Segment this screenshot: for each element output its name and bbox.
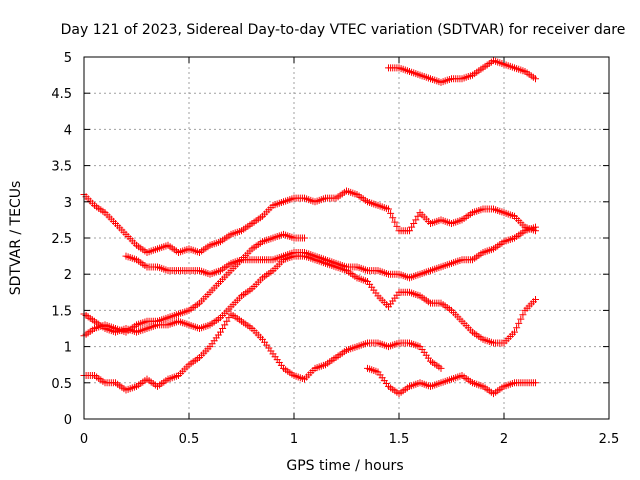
y-tick-label: 2.5: [51, 232, 72, 247]
data-point: [532, 75, 539, 83]
x-tick-label: 0: [80, 432, 88, 447]
data-point: [217, 328, 224, 336]
data-point: [513, 324, 521, 332]
series-trace-e: [80, 310, 445, 394]
data-point: [532, 379, 539, 387]
data-marks: [80, 57, 539, 398]
data-point: [519, 311, 527, 319]
data-point: [414, 212, 422, 220]
y-tick-label: 3.5: [51, 160, 72, 175]
y-tick-label: 1: [64, 341, 72, 356]
y-tick-label: 2: [64, 268, 72, 283]
x-tick-label: 0.5: [179, 432, 200, 447]
data-point: [532, 296, 539, 304]
data-point: [532, 223, 539, 231]
data-point: [385, 205, 392, 213]
series-trace-d: [80, 252, 539, 347]
x-tick-label: 1: [290, 432, 298, 447]
x-tick-label: 2: [500, 432, 508, 447]
data-point: [410, 220, 418, 228]
data-point: [391, 218, 399, 226]
x-tick-label: 1.5: [389, 432, 410, 447]
axis-ticks: 0 0.5 1 1.5 2 2.5 0 0.5 1 1.5 2 2.5 3 3.5 4 4.5 5: [51, 51, 619, 447]
y-tick-label: 0.5: [51, 377, 72, 392]
y-tick-label: 4: [64, 123, 72, 138]
data-point: [408, 223, 416, 231]
data-point: [221, 321, 229, 329]
data-point: [515, 319, 523, 327]
series-trace-a: [80, 187, 539, 256]
y-tick-label: 1.5: [51, 304, 72, 319]
data-point: [412, 216, 420, 224]
series-trace-g: [385, 57, 539, 86]
y-tick-label: 0: [64, 413, 72, 428]
y-tick-label: 3: [64, 196, 72, 211]
data-point: [223, 317, 231, 325]
data-point: [219, 325, 227, 332]
data-point: [387, 209, 395, 217]
x-axis-label: GPS time / hours: [286, 458, 403, 474]
chart-title: Day 121 of 2023, Sidereal Day-to-day VTE…: [61, 22, 626, 38]
data-point: [511, 328, 518, 336]
data-point: [406, 227, 413, 235]
y-tick-label: 5: [64, 51, 72, 66]
y-axis-label: SDTVAR / TECUs: [8, 181, 24, 296]
series-trace-f: [364, 364, 539, 398]
x-tick-label: 2.5: [599, 432, 620, 447]
data-point: [437, 364, 445, 372]
series-trace-c: [80, 230, 308, 340]
grid-lines: [84, 57, 609, 419]
y-tick-label: 4.5: [51, 87, 72, 102]
data-point: [225, 314, 233, 322]
data-point: [389, 214, 397, 222]
data-point: [393, 222, 401, 230]
data-point: [517, 315, 525, 323]
data-point: [301, 234, 308, 242]
